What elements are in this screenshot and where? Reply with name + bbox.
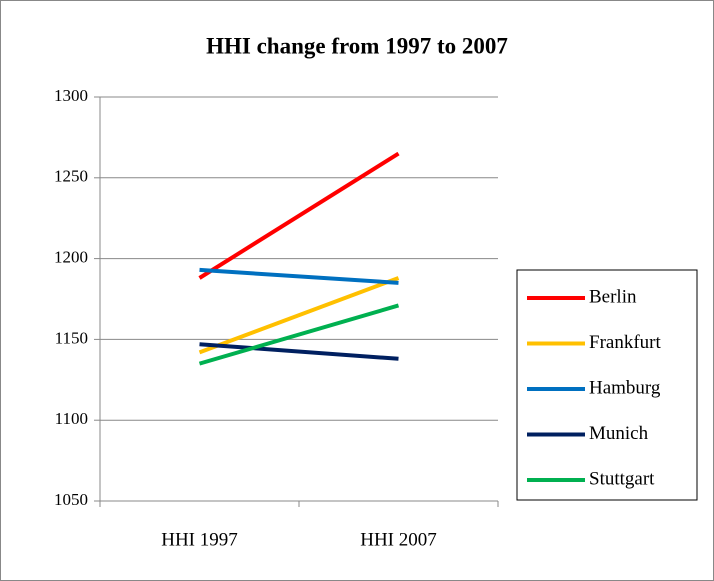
legend-label: Munich: [589, 423, 649, 444]
legend-label: Berlin: [589, 286, 637, 307]
legend-box: [516, 269, 698, 501]
legend-label: Stuttgart: [589, 468, 655, 489]
series-line: [198, 151, 400, 280]
series-line: [198, 276, 400, 355]
series-line: [198, 303, 400, 366]
series-line: [199, 267, 399, 285]
chart-title: HHI change from 1997 to 2007: [206, 33, 508, 58]
legend-label: Hamburg: [589, 377, 661, 398]
y-tick-label: 1300: [54, 86, 88, 105]
y-tick-label: 1200: [54, 248, 88, 267]
y-tick-label: 1050: [54, 490, 88, 509]
y-tick-label: 1100: [55, 409, 88, 428]
series-line: [199, 342, 399, 361]
legend-label: Frankfurt: [589, 332, 661, 353]
y-tick-label: 1150: [55, 328, 88, 347]
y-tick-label: 1250: [54, 167, 88, 186]
x-tick-label: HHI 1997: [161, 529, 238, 550]
x-tick-label: HHI 2007: [360, 529, 437, 550]
